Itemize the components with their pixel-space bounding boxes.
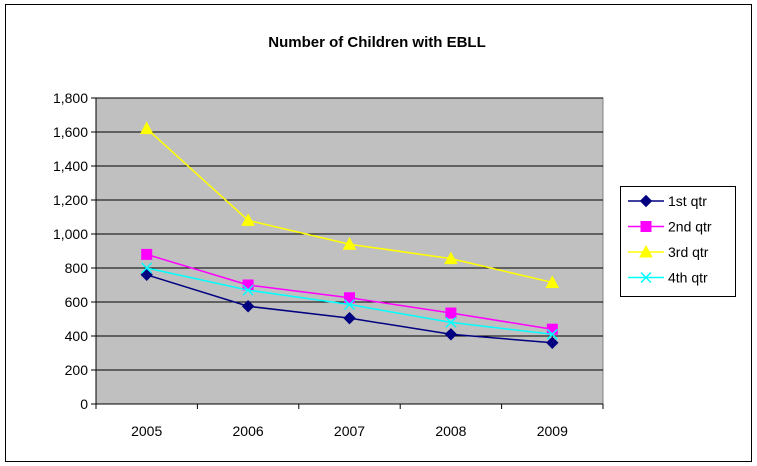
data-point-3-2: [241, 213, 255, 226]
legend-entry: 2nd qtr: [628, 219, 712, 235]
data-point-1-2: [241, 300, 255, 313]
data-point-1-4: [444, 328, 458, 341]
y-tick-label: 200: [65, 362, 89, 378]
x-tick-label: 2008: [435, 423, 466, 439]
data-point-2-3: [344, 292, 355, 304]
x-tick-label: 2006: [233, 423, 264, 439]
y-tick-label: 1,600: [53, 124, 88, 140]
y-tick-label: 0: [80, 396, 88, 412]
x-tick-label: 2009: [537, 423, 568, 439]
legend-entry: 3rd qtr: [628, 244, 709, 260]
data-point-legend-2: [640, 221, 652, 232]
data-point-1-3: [343, 311, 356, 325]
y-tick-label: 1,800: [53, 90, 88, 106]
data-point-legend-1: [639, 194, 653, 208]
legend-label: 1st qtr: [668, 193, 707, 209]
data-point-4-4: [445, 316, 457, 328]
legend-entry: 4th qtr: [628, 270, 708, 286]
data-point-legend-4: [640, 271, 652, 284]
chart-title: Number of Children with EBLL: [268, 34, 486, 51]
x-tick-label: 2005: [131, 423, 162, 439]
series-layer: [139, 121, 560, 350]
gridlines: [96, 97, 603, 371]
data-point-4-2: [242, 284, 254, 296]
x-tick-label: 2007: [334, 423, 365, 439]
data-point-4-1: [141, 262, 153, 274]
data-point-3-4: [444, 251, 458, 265]
data-point-3-1: [139, 121, 154, 135]
y-tick-label: 600: [65, 294, 89, 310]
data-point-legend-3: [639, 244, 653, 258]
y-tick-label: 800: [65, 260, 89, 276]
legend: 1st qtr 2nd qtr 3rd qtr 4th qtr: [620, 186, 736, 297]
data-point-2-5: [546, 323, 558, 335]
legend-label: 2nd qtr: [668, 219, 712, 235]
legend-entry: 1st qtr: [628, 193, 707, 209]
plot-area: [95, 97, 604, 405]
data-point-4-5: [546, 328, 558, 340]
y-tick-label: 400: [65, 328, 89, 344]
data-point-1-5: [546, 336, 559, 350]
y-tick-label: 1,400: [53, 158, 88, 174]
axes: 0 200 400 600 800 1,000 1,200 1,400 1,600 1,800 20…: [53, 90, 604, 439]
series-2: [141, 248, 558, 335]
legend-label: 4th qtr: [668, 270, 708, 286]
y-tick-label: 1,000: [53, 226, 88, 242]
data-point-2-1: [141, 248, 153, 260]
data-point-4-3: [343, 299, 356, 311]
data-point-3-3: [342, 237, 357, 250]
data-point-2-4: [445, 307, 457, 319]
data-point-1-1: [140, 268, 153, 282]
data-point-3-5: [545, 275, 560, 288]
series-3: [139, 121, 560, 288]
y-tick-label: 1,200: [53, 192, 88, 208]
data-point-2-2: [242, 279, 254, 291]
series-1: [140, 268, 559, 350]
series-4: [141, 262, 558, 340]
legend-label: 3rd qtr: [668, 244, 709, 260]
